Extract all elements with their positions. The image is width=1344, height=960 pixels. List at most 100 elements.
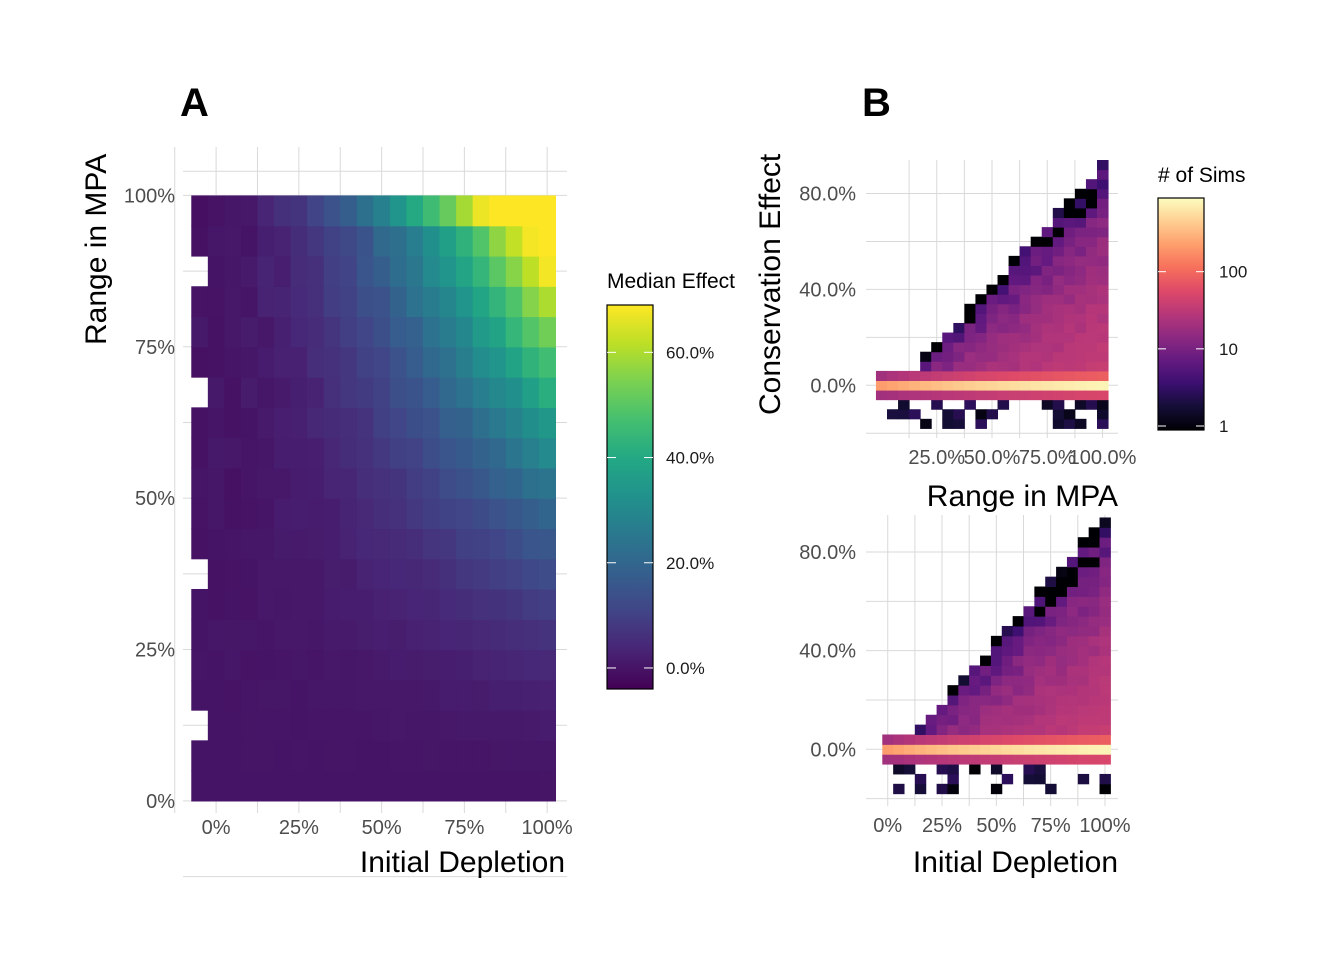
heatmap-cell — [406, 770, 424, 802]
heatmap-cell — [456, 316, 474, 348]
heatmap-cell — [340, 225, 358, 257]
heatmap-cell — [1056, 635, 1068, 647]
heatmap-cell — [1074, 236, 1087, 247]
heatmap-cell — [1045, 695, 1057, 706]
heatmap-cell — [1019, 246, 1032, 257]
heatmap-cell — [191, 467, 209, 499]
heatmap-cell — [1019, 284, 1032, 295]
heatmap-cell — [522, 316, 540, 348]
heatmap-cell — [1041, 236, 1054, 247]
heatmap-cell — [489, 649, 507, 681]
heatmap-cell — [439, 225, 457, 257]
heatmap-cell — [931, 361, 943, 372]
heatmap-cell — [240, 498, 259, 530]
heatmap-cell — [290, 740, 308, 772]
heatmap-cell — [958, 695, 970, 706]
tick-label-y: 50% — [135, 488, 175, 510]
heatmap-cell — [356, 316, 374, 348]
heatmap-cell — [307, 346, 325, 378]
heatmap-cell — [538, 588, 557, 620]
heatmap-cell — [389, 710, 408, 741]
heatmap-cell — [942, 380, 954, 391]
heatmap-cell — [1034, 586, 1046, 597]
heatmap-cell — [1008, 390, 1021, 401]
heatmap-cell — [1097, 217, 1109, 228]
heatmap-cell — [1045, 606, 1057, 617]
heatmap-cell — [875, 380, 888, 391]
heatmap-cell — [1077, 616, 1090, 627]
heatmap-cell — [1041, 351, 1054, 362]
heatmap-cell — [1097, 399, 1109, 410]
heatmap-cell — [953, 370, 965, 381]
heatmap-cell — [505, 740, 523, 772]
heatmap-cell — [207, 346, 225, 378]
heatmap-cell — [340, 558, 358, 590]
heatmap-cell — [323, 619, 341, 651]
heatmap-cell — [969, 724, 981, 735]
heatmap-cell — [373, 377, 391, 408]
heatmap-cell — [1001, 635, 1014, 647]
heatmap-cell — [191, 225, 209, 257]
heatmap-cell — [274, 649, 292, 681]
heatmap-cell — [887, 390, 899, 401]
heatmap-cell — [1097, 390, 1109, 401]
heatmap-cell — [882, 734, 894, 745]
heatmap-cell — [986, 284, 999, 295]
heatmap-cell — [373, 407, 391, 439]
heatmap-cell — [307, 679, 325, 711]
heatmap-cell — [505, 498, 523, 530]
heatmap-cell — [997, 390, 1010, 401]
heatmap-cell — [1066, 734, 1079, 745]
heatmap-cell — [997, 380, 1010, 391]
heatmap-cell — [1077, 655, 1090, 666]
heatmap-cell — [257, 437, 275, 469]
heatmap-cell — [224, 528, 242, 560]
heatmap-cell — [986, 332, 999, 343]
legend-title-median-effect: Median Effect — [607, 270, 735, 293]
heatmap-cell — [1088, 685, 1101, 696]
heatmap-cell — [953, 322, 965, 334]
heatmap-cell — [274, 346, 292, 378]
heatmap-cell — [964, 313, 976, 324]
heatmap-cell — [1052, 399, 1065, 410]
heatmap-cell — [538, 467, 557, 499]
heatmap-cell — [1012, 645, 1024, 657]
heatmap-cell — [389, 649, 408, 681]
heatmap-cell — [1019, 313, 1032, 324]
heatmap-sims-by-range: 25.0%50.0%75.0%100.0% 0.0% 40.0% 80.0% Ran… — [754, 153, 1137, 513]
heatmap-cell — [1063, 217, 1076, 228]
heatmap-cell — [1030, 361, 1043, 372]
heatmap-cell — [1030, 332, 1043, 343]
heatmap-cell — [1063, 390, 1076, 401]
heatmap-cell — [224, 619, 242, 651]
heatmap-cell — [997, 275, 1010, 286]
heatmap-cell — [240, 770, 259, 802]
heatmap-cell — [257, 346, 275, 378]
heatmap-cell — [257, 225, 275, 257]
heatmap-cell — [1074, 370, 1087, 381]
heatmap-cell — [1052, 217, 1065, 228]
heatmap-cell — [1085, 351, 1098, 362]
heatmap-cell — [406, 467, 424, 499]
heatmap-cell — [323, 346, 341, 378]
tick-label-y: 80.0% — [799, 542, 856, 564]
heatmap-cell — [439, 679, 457, 711]
heatmap-cell — [290, 225, 308, 257]
heatmap-cell — [356, 286, 374, 318]
heatmap-cell — [240, 558, 259, 590]
heatmap-cell — [356, 770, 374, 802]
heatmap-cell — [1012, 724, 1024, 735]
heatmap-cell — [274, 225, 292, 257]
heatmap-cell — [1099, 665, 1111, 676]
heatmap-cell — [1052, 265, 1065, 276]
heatmap-cell — [1077, 566, 1090, 578]
heatmap-cell — [1023, 734, 1035, 745]
heatmap-cell — [931, 380, 943, 391]
heatmap-cell — [909, 409, 921, 420]
heatmap-cell — [456, 407, 474, 439]
heatmap-cell — [1097, 418, 1109, 429]
heatmap-cell — [373, 558, 391, 590]
heatmap-cell — [323, 588, 341, 620]
heatmap-cell — [1030, 255, 1043, 266]
heatmap-cell — [472, 377, 490, 408]
